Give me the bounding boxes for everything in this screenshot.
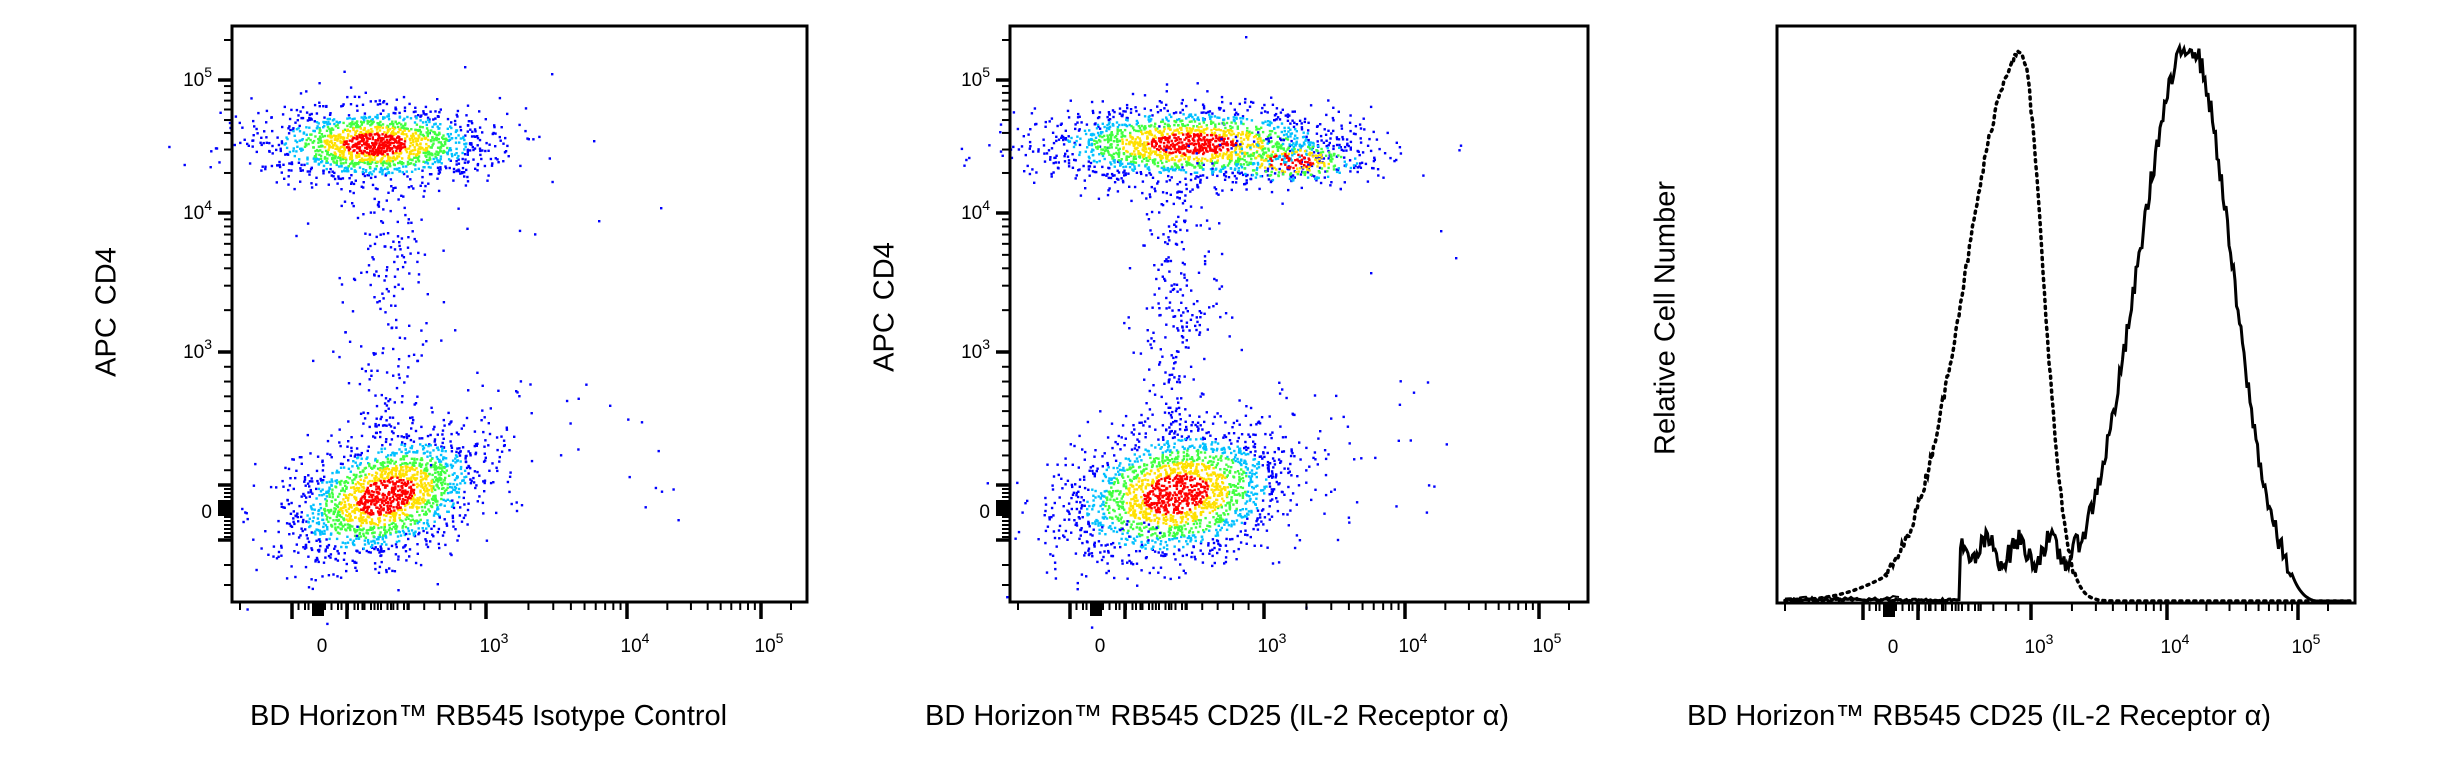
panel-2-scatter: 0 103 104 105 0 103 104 105 bbox=[960, 24, 1590, 657]
zero-tick-cluster bbox=[1883, 603, 1895, 617]
tick-label: 105 bbox=[755, 630, 784, 657]
panel-1-y-axis-label: APCCD4 bbox=[90, 247, 123, 377]
baseline-noise bbox=[1784, 595, 1900, 603]
event-dots bbox=[960, 36, 1463, 629]
tick-label: 103 bbox=[183, 336, 212, 363]
event-dots bbox=[168, 66, 680, 626]
panel-2-y-axis-label: APCCD4 bbox=[868, 242, 901, 372]
tick-label: 105 bbox=[183, 64, 212, 91]
panel-3-x-axis-label: BD Horizon™ RB545 CD25 (IL-2 Receptor α) bbox=[1687, 700, 2272, 732]
tick-label: 104 bbox=[961, 197, 990, 224]
tick-label: 0 bbox=[317, 636, 328, 657]
zero-tick-cluster bbox=[996, 500, 1010, 516]
plot-frame bbox=[1008, 24, 1590, 604]
tick-label: 103 bbox=[2025, 631, 2054, 658]
cd25-histogram-solid bbox=[1784, 41, 2351, 603]
axes: 0 103 104 105 bbox=[1784, 603, 2329, 658]
tick-label: 105 bbox=[961, 64, 990, 91]
axes: 0 103 104 105 0 103 104 105 bbox=[961, 39, 1570, 657]
tick-label: 103 bbox=[961, 336, 990, 363]
tick-label: 0 bbox=[979, 502, 990, 523]
axes: 0 103 104 105 0 103 104 105 bbox=[183, 39, 792, 657]
panel-2-x-axis-label: BD Horizon™ RB545 CD25 (IL-2 Receptor α) bbox=[925, 700, 1510, 732]
tick-label: 103 bbox=[1258, 630, 1287, 657]
tick-label: 104 bbox=[183, 197, 212, 224]
tick-label: 104 bbox=[1399, 630, 1428, 657]
tick-label: 0 bbox=[201, 502, 212, 523]
zero-tick-cluster bbox=[218, 500, 232, 516]
tick-label: 105 bbox=[2292, 631, 2321, 658]
tick-label: 0 bbox=[1095, 636, 1106, 657]
panel-3-histogram: 0 103 104 105 bbox=[1775, 24, 2357, 658]
plot-frame bbox=[1775, 24, 2357, 605]
tick-label: 104 bbox=[2161, 631, 2190, 658]
plot-frame bbox=[230, 24, 809, 604]
tick-label: 103 bbox=[480, 630, 509, 657]
histogram-curves bbox=[1783, 41, 2353, 603]
tick-label: 104 bbox=[621, 630, 650, 657]
panel-1-x-axis-label: BD Horizon™ RB545 Isotype Control bbox=[250, 700, 728, 732]
panel-3-y-axis-label: Relative Cell Number bbox=[1649, 181, 1682, 455]
tick-label: 105 bbox=[1533, 630, 1562, 657]
isotype-histogram-dotted bbox=[1783, 47, 2353, 603]
panel-1-scatter: 0 103 104 105 0 103 104 105 bbox=[168, 24, 809, 657]
zero-tick-cluster bbox=[1090, 602, 1102, 616]
tick-label: 0 bbox=[1888, 637, 1899, 658]
zero-tick-cluster bbox=[312, 602, 324, 616]
